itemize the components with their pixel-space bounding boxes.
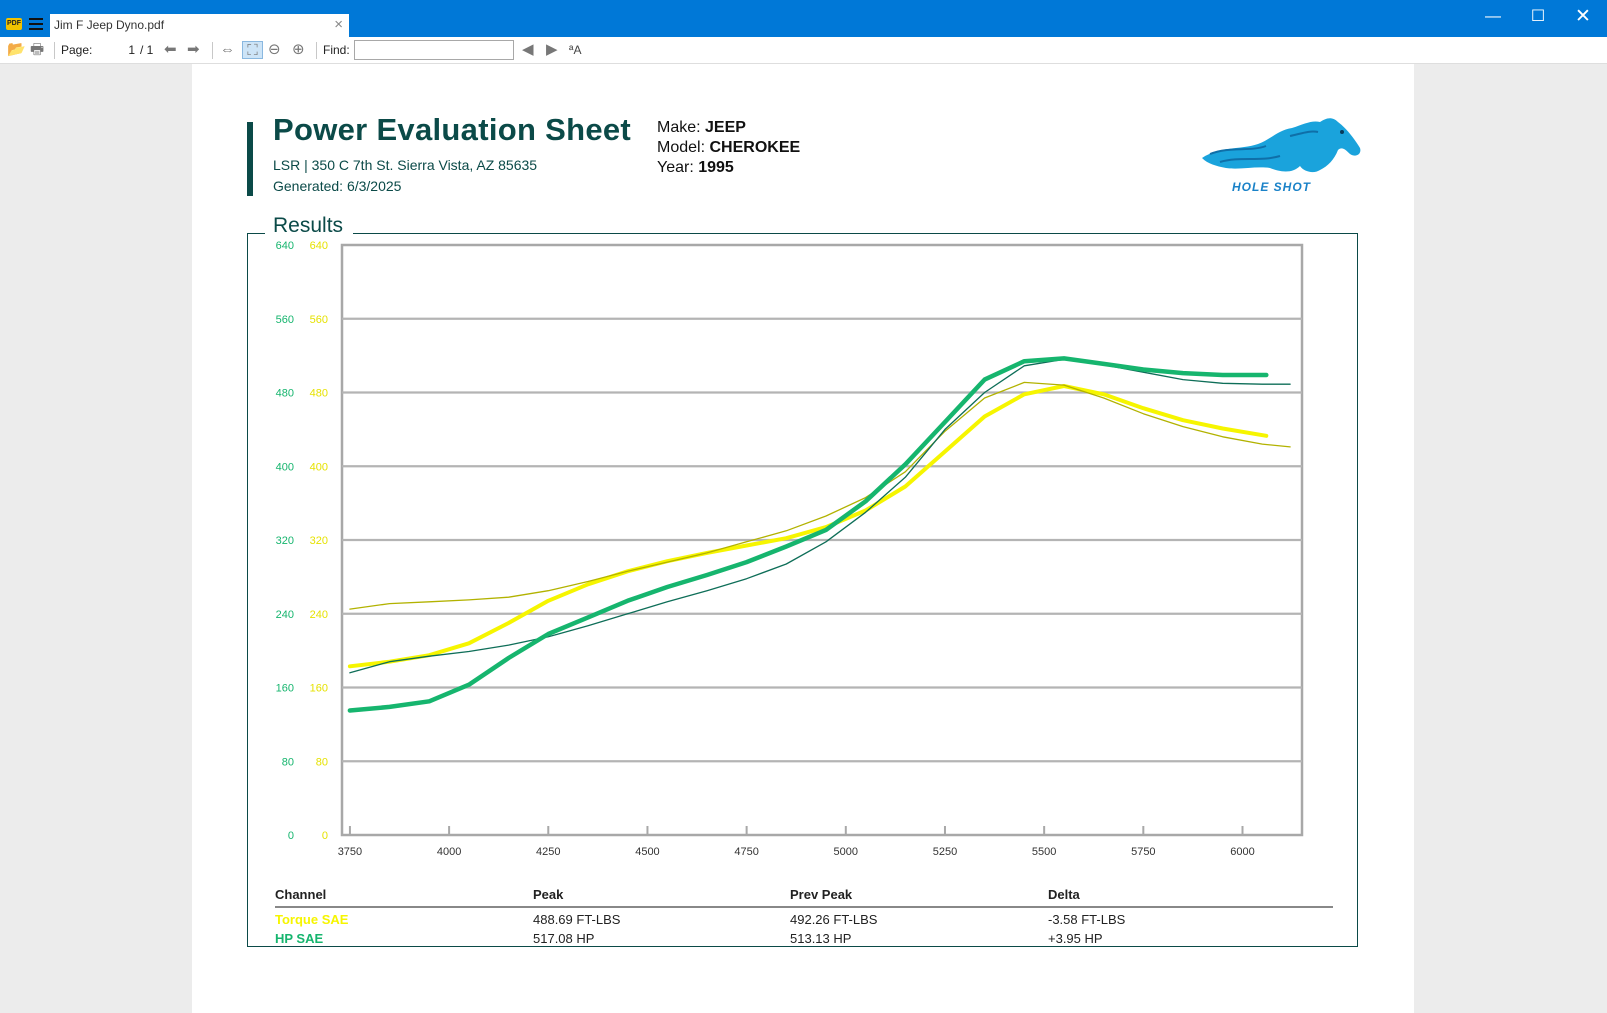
toolbar-separator: [212, 42, 213, 59]
find-next-icon[interactable]: ▶: [546, 41, 558, 58]
table-row-channel: HP SAE: [275, 931, 324, 946]
model-label: Model:: [657, 139, 706, 156]
x-axis-tick-label: 4250: [536, 846, 560, 858]
fit-width-icon[interactable]: ⇔: [220, 41, 235, 58]
page-total: / 1: [140, 43, 154, 57]
table-header-delta: Delta: [1048, 887, 1080, 902]
zoom-out-icon[interactable]: ⊖: [268, 41, 281, 58]
sheet-title: Power Evaluation Sheet: [273, 112, 632, 147]
table-row-prev-peak: 513.13 HP: [790, 931, 852, 946]
hp-axis-tick-label: 480: [276, 388, 294, 400]
generated-date: Generated: 6/3/2025: [273, 178, 402, 194]
find-input[interactable]: [354, 40, 514, 60]
hp-axis-tick-label: 320: [276, 535, 294, 547]
x-axis-tick-label: 5750: [1131, 846, 1155, 858]
page-number-input[interactable]: [97, 41, 135, 59]
torque-axis-tick-label: 0: [322, 830, 328, 842]
torque-axis-tick-label: 240: [310, 609, 328, 621]
table-header-prev-peak: Prev Peak: [790, 887, 853, 902]
vehicle-year: Year: 1995: [657, 159, 734, 177]
pdf-page: Power Evaluation Sheet LSR | 350 C 7th S…: [192, 64, 1414, 1013]
chart-series: [347, 356, 1291, 713]
table-row-prev-peak: 492.26 FT-LBS: [790, 912, 878, 927]
make-label: Make:: [657, 119, 701, 136]
dyno-chart: 0 0 80 80 160 160 240 240 320 320 400 400 480 480 560 5…: [276, 240, 1304, 858]
make-value: JEEP: [705, 119, 746, 136]
series-line-torque-sae: [347, 384, 1269, 669]
logo-text: HOLE SHOT: [1232, 180, 1312, 194]
app-logo-icon[interactable]: PDF: [6, 18, 22, 30]
hole-shot-horse-logo-icon: [1202, 118, 1361, 173]
toolbar-separator: [54, 42, 55, 59]
hp-axis-tick-label: 80: [282, 756, 294, 768]
series-line-hp-sae: [347, 356, 1269, 713]
x-axis-tick-label: 6000: [1230, 846, 1254, 858]
x-axis-tick-label: 4000: [437, 846, 461, 858]
vehicle-make: Make: JEEP: [657, 119, 746, 137]
series-line-hp-sae-prev: [349, 358, 1291, 674]
table-header-peak: Peak: [533, 887, 564, 902]
torque-axis-tick-label: 160: [310, 683, 328, 695]
torque-axis-tick-label: 80: [316, 756, 328, 768]
close-window-button[interactable]: ✕: [1575, 6, 1591, 27]
table-header-channel: Channel: [275, 887, 327, 902]
torque-axis-tick-label: 560: [310, 314, 328, 326]
table-row-delta: +3.95 HP: [1048, 931, 1103, 946]
maximize-button[interactable]: ☐: [1530, 8, 1546, 25]
hp-axis-tick-label: 0: [288, 830, 294, 842]
series-line-torque-sae-prev: [349, 381, 1291, 610]
close-tab-icon[interactable]: ×: [334, 16, 343, 33]
page-label: Page:: [61, 43, 93, 57]
toolbar: 📂 🖶 Page: / 1 ⬅ ➡ ⇔ ⛶ ⊖ ⊕ Find: ◀ ▶ ªA: [0, 37, 1607, 64]
find-label: Find:: [323, 43, 350, 57]
hp-axis-tick-label: 400: [276, 461, 294, 473]
torque-axis-tick-label: 640: [310, 240, 328, 252]
title-bar: PDF Jim F Jeep Dyno.pdf × — ☐ ✕: [0, 0, 1607, 37]
table-row-channel: Torque SAE: [275, 912, 349, 927]
model-value: CHEROKEE: [709, 139, 801, 156]
zoom-in-icon[interactable]: ⊕: [292, 41, 305, 58]
torque-axis-tick-label: 400: [310, 461, 328, 473]
print-icon[interactable]: 🖶: [30, 41, 45, 58]
document-tab[interactable]: Jim F Jeep Dyno.pdf ×: [50, 14, 349, 37]
table-row-delta: -3.58 FT-LBS: [1048, 912, 1126, 927]
hp-axis-tick-label: 640: [276, 240, 294, 252]
x-axis-tick-label: 4500: [635, 846, 659, 858]
find-prev-icon[interactable]: ◀: [522, 41, 534, 58]
match-case-icon[interactable]: ªA: [569, 43, 582, 57]
minimize-button[interactable]: —: [1485, 8, 1501, 25]
fit-page-icon[interactable]: ⛶: [242, 41, 263, 59]
hp-axis-tick-label: 160: [276, 683, 294, 695]
toolbar-separator: [316, 42, 317, 59]
table-row-peak: 488.69 FT-LBS: [533, 912, 621, 927]
vehicle-model: Model: CHEROKEE: [657, 139, 800, 157]
x-axis-tick-label: 5250: [933, 846, 957, 858]
year-value: 1995: [698, 159, 734, 176]
table-row-peak: 517.08 HP: [533, 931, 595, 946]
open-icon[interactable]: 📂: [7, 41, 26, 58]
title-accent-bar: [247, 122, 253, 196]
hp-axis-tick-label: 240: [276, 609, 294, 621]
torque-axis-tick-label: 320: [310, 535, 328, 547]
prev-page-icon[interactable]: ⬅: [164, 41, 177, 58]
year-label: Year:: [657, 159, 694, 176]
shop-address: LSR | 350 C 7th St. Sierra Vista, AZ 856…: [273, 157, 538, 173]
hamburger-menu-icon[interactable]: [29, 18, 43, 30]
results-title: Results: [265, 214, 354, 238]
x-axis-tick-label: 5500: [1032, 846, 1056, 858]
x-axis-tick-label: 4750: [734, 846, 758, 858]
chart-ticks: 0 0 80 80 160 160 240 240 320 320 400 400 480 480 560 5…: [276, 240, 1255, 858]
chart-grid: [340, 243, 1304, 837]
x-axis-tick-label: 3750: [338, 846, 362, 858]
torque-axis-tick-label: 480: [310, 388, 328, 400]
table-divider: [275, 906, 1333, 908]
document-tab-label: Jim F Jeep Dyno.pdf: [54, 18, 165, 32]
x-axis-tick-label: 5000: [834, 846, 858, 858]
results-panel: [247, 233, 1358, 947]
next-page-icon[interactable]: ➡: [187, 41, 200, 58]
hp-axis-tick-label: 560: [276, 314, 294, 326]
